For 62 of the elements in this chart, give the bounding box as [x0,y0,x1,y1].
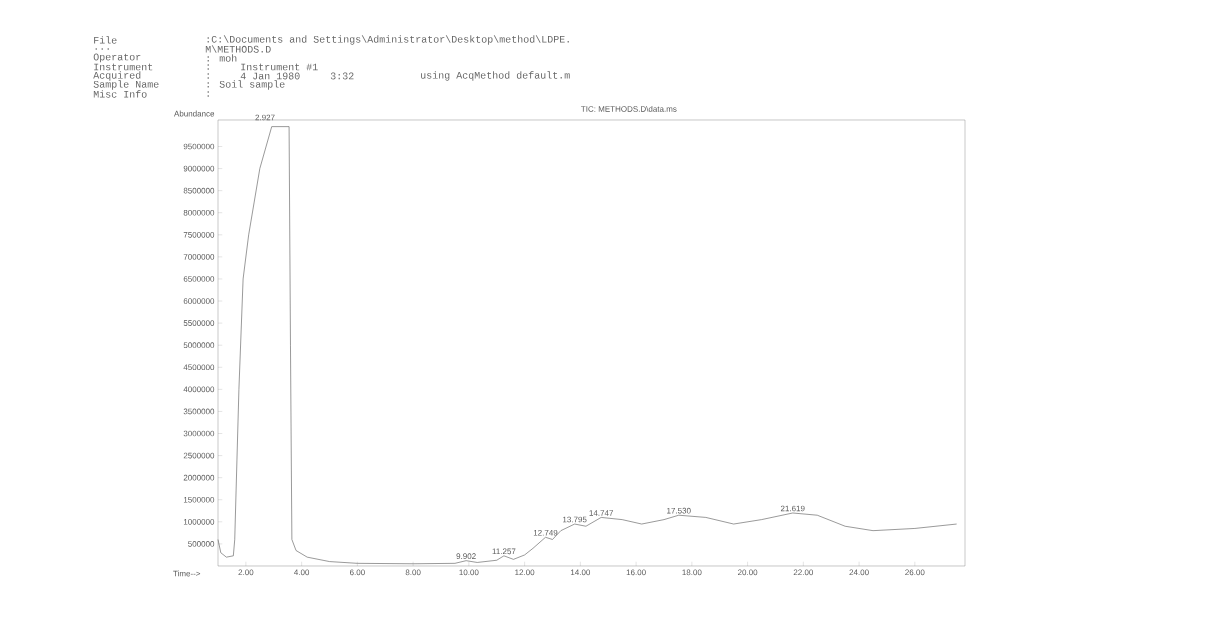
annotation: 12.749 [533,529,558,536]
text: Instrument #1 [241,63,318,71]
text: Misc Info [93,90,147,98]
text: File [94,36,117,44]
text: : Soil sample [207,80,285,90]
y-tick-label: 1500000 [183,496,215,503]
y-tick-label: 3000000 [183,430,215,437]
y-tick-label: 9000000 [183,165,215,172]
y-tick-label: 5500000 [183,320,215,326]
text: : [207,64,209,70]
x-tick-label: 2.00 [238,569,254,576]
y-tick-label: 4500000 [183,364,215,371]
x-tick-label: 22.00 [793,569,814,576]
text: Instrument [94,63,153,71]
y-tick-label: 4000000 [183,386,215,393]
annotation: 14.747 [589,510,614,516]
y-tick-label: 6000000 [183,298,215,304]
text: : [207,91,209,97]
text: :C:\Documents and Settings\Administrator\Desktop\method\LDPE. [207,35,569,45]
x-tick-label: 24.00 [849,569,869,576]
annotation: 17.530 [667,507,691,514]
text: using AcqMethod default.m [421,71,570,81]
x-tick-label: 18.00 [682,569,702,576]
text: : moh [207,54,237,62]
text: M\METHODS.D [205,45,271,53]
x-tick-label: 14.00 [570,569,591,576]
y-tick-label: 5000000 [183,342,215,349]
y-tick-label: 8500000 [183,187,215,194]
y-tick-label: 3500000 [183,408,215,415]
annotation: 11.257 [492,548,516,555]
y-tick-label: 7500000 [183,231,215,238]
x-tick-label: 4.00 [294,569,310,576]
text: Operator [93,53,141,63]
y-tick-label: 1000000 [183,519,215,525]
text: Acquired [93,71,141,81]
line-series [217,126,957,565]
x-tick-label: 8.00 [405,569,421,576]
x-tick-label: 10.00 [459,569,479,576]
text: ... [95,48,109,50]
text: 3:32 [330,72,354,80]
x-axis-title: Time--> [173,570,201,577]
y-tick-label: 500000 [188,541,215,547]
text: : [207,73,209,79]
annotation: 21.619 [780,505,805,512]
annotation: 9.902 [456,553,476,559]
x-tick-label: 6.00 [350,569,365,576]
x-tick-label: 20.00 [738,569,758,576]
x-tick-label: 26.00 [905,569,925,576]
chart-title: TIC: METHODS.D\data.ms [581,105,677,112]
annotation: 13.795 [563,516,587,523]
y-axis-title: Abundance [174,110,215,117]
y-tick-label: 6500000 [183,276,215,282]
text: 4 Jan 1980 [240,72,300,80]
y-tick-label: 9500000 [183,143,215,150]
y-tick-label: 2000000 [183,474,215,481]
annotation: 2.927 [255,114,275,121]
y-tick-label: 2500000 [183,452,215,459]
text: Sample Name [93,80,159,90]
x-tick-label: 16.00 [626,569,646,576]
x-tick-label: 12.00 [515,569,535,576]
y-tick-label: 8000000 [183,209,215,216]
y-tick-label: 7000000 [183,254,215,260]
